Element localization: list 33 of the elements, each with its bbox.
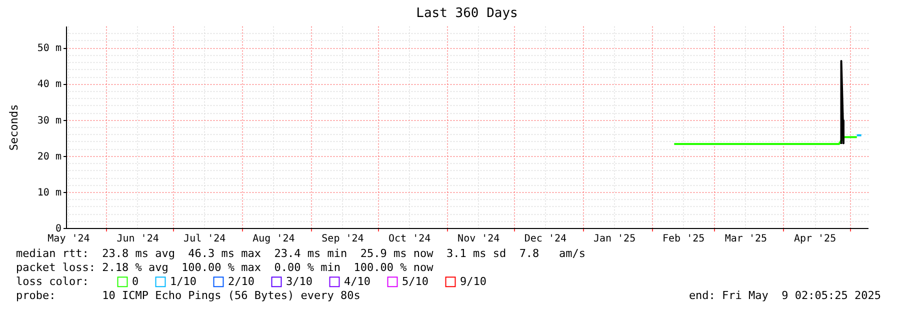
x-tick-label: Mar '25 — [724, 234, 768, 244]
x-tick-label: Jan '25 — [593, 234, 636, 244]
x-tick-label: Aug '24 — [252, 234, 295, 244]
x-tick-label: Apr '25 — [794, 234, 836, 244]
legend-label: 1/10 — [170, 274, 196, 288]
text: end: Fri May 9 02:05:25 2025 — [688, 289, 881, 302]
legend-label: 3/10 — [286, 274, 312, 288]
y-axis-title: Seconds — [7, 104, 20, 151]
legend-title: loss color: — [16, 275, 89, 288]
y-tick-label: 10 m — [37, 187, 62, 198]
x-tick-label: Oct '24 — [388, 234, 431, 244]
x-tick-label: Jul '24 — [184, 234, 226, 244]
y-tick-label: 0 — [55, 224, 62, 234]
x-tick-label: May '24 — [48, 234, 90, 244]
legend-label: 5/10 — [402, 274, 428, 288]
y-tick-label: 30 m — [37, 115, 62, 126]
y-tick-label: 20 m — [37, 151, 62, 162]
legend-label: 9/10 — [460, 274, 486, 288]
text: median rtt: 23.8 ms avg 46.3 ms max 23.4 ms min 25.9 ms now 3.1 ms sd 7.8 am/s — [16, 247, 586, 260]
x-tick-label: Dec '24 — [524, 234, 567, 244]
legend-label: 2/10 — [228, 274, 254, 288]
y-tick-label: 40 m — [37, 79, 62, 90]
text: probe: 10 ICMP Echo Pings (56 Bytes) every 80s — [16, 289, 360, 302]
legend-label: 0 — [132, 274, 139, 288]
x-tick-label: Jun '24 — [116, 234, 159, 244]
x-tick-label: Sep '24 — [322, 234, 364, 244]
line-series — [840, 60, 844, 145]
x-tick-label: Nov '24 — [458, 234, 500, 244]
legend-label: 4/10 — [344, 274, 370, 288]
text: packet loss: 2.18 % avg 100.00 % max 0.00 % min 100.00 % now — [16, 261, 434, 274]
chart-title: Last 360 Days — [416, 6, 518, 21]
x-tick-label: Feb '25 — [662, 234, 705, 244]
y-tick-label: 50 m — [37, 43, 62, 54]
